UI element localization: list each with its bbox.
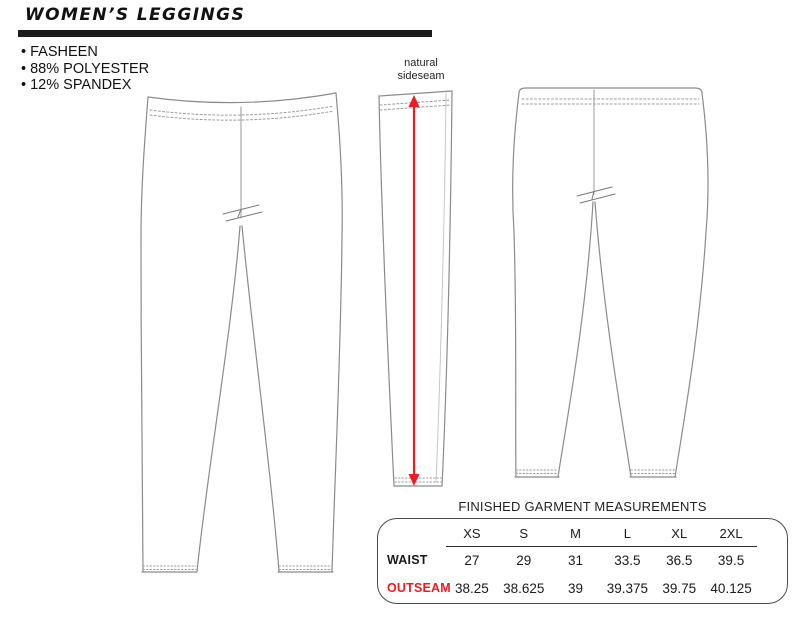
waist-value-2xl: 39.5 bbox=[717, 552, 745, 568]
outseam-value-m: 39 bbox=[568, 580, 584, 596]
size-header-2xl: 2XL bbox=[705, 522, 757, 547]
sideseam-arrow bbox=[408, 95, 420, 486]
material-item: 88% POLYESTER bbox=[21, 61, 149, 78]
page-title: WOMEN’S LEGGINGS bbox=[25, 5, 246, 25]
size-header-l: L bbox=[601, 522, 654, 547]
size-header-xs: XS bbox=[446, 522, 498, 547]
material-item: FASHEEN bbox=[21, 44, 149, 61]
waist-value-m: 31 bbox=[568, 552, 584, 568]
materials-list: FASHEEN 88% POLYESTER 12% SPANDEX bbox=[21, 44, 149, 94]
outseam-value-xs: 38.25 bbox=[455, 580, 489, 596]
sideseam-label: natural sideseam bbox=[383, 57, 459, 82]
table-corner-cell bbox=[386, 522, 446, 546]
size-header-s: S bbox=[497, 522, 550, 547]
waist-row-label: WAIST bbox=[387, 553, 428, 567]
waist-value-xl: 36.5 bbox=[666, 552, 693, 568]
measurements-table: XS S M L XL 2XL WAIST 27 29 31 33.5 36.5… bbox=[377, 518, 788, 604]
size-header-m: M bbox=[549, 522, 602, 547]
waist-value-xs: 27 bbox=[464, 552, 480, 568]
outseam-value-l: 39.375 bbox=[606, 580, 649, 596]
sideseam-label-line1: natural bbox=[404, 57, 438, 69]
measurements-title: FINISHED GARMENT MEASUREMENTS bbox=[458, 499, 707, 514]
waist-value-l: 33.5 bbox=[614, 552, 641, 568]
outseam-row-label: OUTSEAM bbox=[387, 581, 451, 595]
back-view-drawing bbox=[512, 87, 709, 478]
material-item: 12% SPANDEX bbox=[21, 77, 149, 94]
title-underline-bar bbox=[18, 30, 432, 37]
measurements-grid: XS S M L XL 2XL WAIST 27 29 31 33.5 36.5… bbox=[386, 522, 757, 602]
front-view-drawing bbox=[140, 92, 343, 573]
side-view-drawing bbox=[378, 90, 453, 487]
size-header-xl: XL bbox=[653, 522, 706, 547]
outseam-value-xl: 39.75 bbox=[662, 580, 697, 596]
outseam-value-2xl: 40.125 bbox=[710, 580, 752, 596]
sideseam-label-line2: sideseam bbox=[397, 69, 445, 82]
waist-value-s: 29 bbox=[516, 552, 532, 568]
outseam-value-s: 38.625 bbox=[503, 580, 545, 596]
